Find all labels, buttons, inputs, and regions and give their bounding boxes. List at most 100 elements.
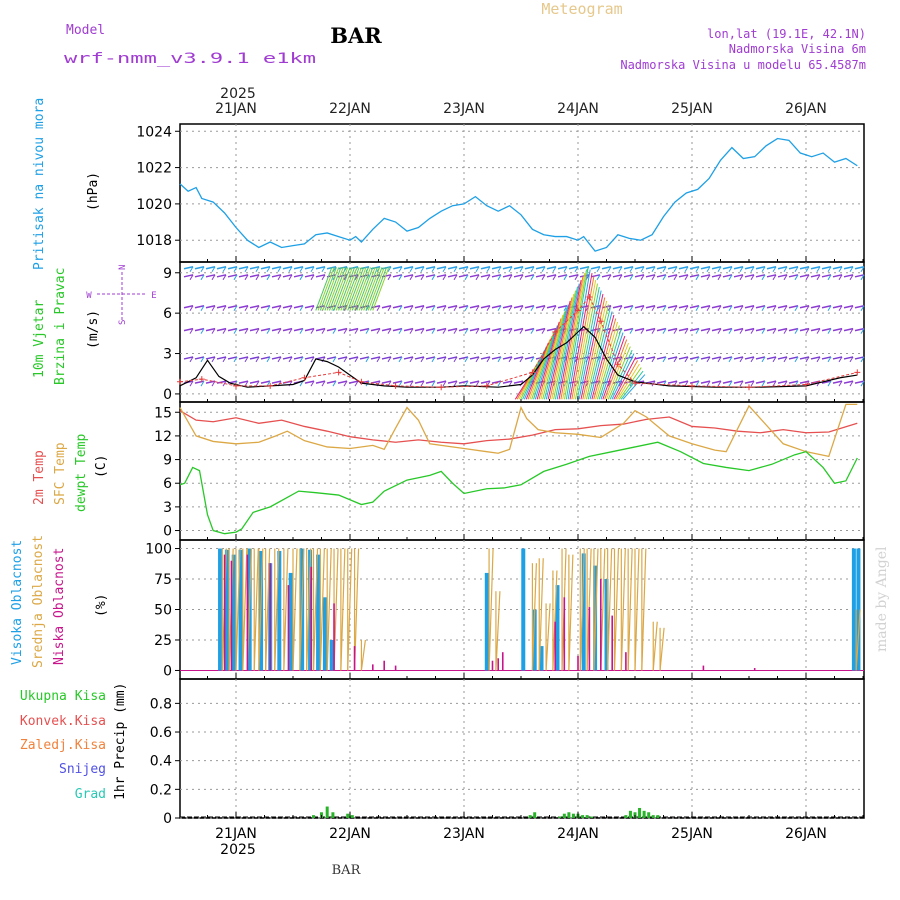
wind-barb xyxy=(370,274,381,278)
precip-unit-label: 1hr Precip (mm) xyxy=(113,683,128,800)
precip-bar xyxy=(651,815,655,818)
wind-barb-flag xyxy=(695,328,700,334)
cloud-high-bar xyxy=(539,646,544,671)
wind-barb-flag xyxy=(541,328,546,334)
precip-legend-freezing: Zaledj.Kisa xyxy=(20,738,106,753)
cloud-mid-bar xyxy=(283,548,289,671)
y-tick-label: 1022 xyxy=(136,161,172,177)
wind-barb xyxy=(733,380,744,384)
wind-barb-flag xyxy=(222,356,227,363)
cloud-low-bar xyxy=(600,579,602,671)
wind-barb-flag xyxy=(453,328,458,334)
wind-barb xyxy=(689,265,700,270)
y-tick-label: 75 xyxy=(154,572,172,588)
y-tick-label: 100 xyxy=(145,542,172,558)
cloud-mid-bar xyxy=(552,570,558,671)
wind-barb-flag xyxy=(706,356,711,363)
wind-barb xyxy=(205,380,216,384)
wind-barb-flag xyxy=(717,356,722,363)
wind-barb xyxy=(260,274,271,278)
precip-bar xyxy=(350,815,354,818)
wind-barb-strong xyxy=(617,363,640,400)
wind-barb xyxy=(183,274,194,278)
wind-barb xyxy=(315,274,326,278)
wind-barb-strong xyxy=(340,267,358,311)
cloud-high-bar xyxy=(218,548,223,671)
top-day-label-23jan: 23JAN xyxy=(443,101,485,117)
wind-barb xyxy=(766,274,777,278)
wind-barb xyxy=(667,305,678,309)
y-tick-label: 0.2 xyxy=(150,782,172,798)
wind-barb xyxy=(612,265,623,270)
wind-barb xyxy=(634,327,645,332)
wind-speed-line xyxy=(179,325,858,388)
wind-barb xyxy=(315,356,326,360)
wind-barb xyxy=(678,380,689,384)
wind-barb-flag xyxy=(673,274,678,281)
wind-gust-point xyxy=(483,382,490,389)
wind-barb xyxy=(216,265,227,270)
wind-barb-flag xyxy=(288,380,293,387)
wind-barb-flag xyxy=(849,356,854,363)
wind-barb xyxy=(590,274,601,278)
wind-barb xyxy=(326,356,337,360)
wind-barb-flag xyxy=(244,356,249,363)
cloud-mid-bar xyxy=(340,548,346,671)
wind-barb-strong xyxy=(533,328,557,400)
wind-barb xyxy=(227,274,238,278)
y-tick-label: 1018 xyxy=(136,233,172,249)
wind-barb-flag xyxy=(772,274,777,281)
wind-barb-strong xyxy=(584,300,608,400)
cloud-high-bar xyxy=(316,554,321,671)
cloud-low-bar xyxy=(287,585,290,671)
wind-barb xyxy=(205,305,216,309)
wind-barb xyxy=(469,380,480,384)
wind-barb-strong xyxy=(347,267,365,311)
wind-barb-flag xyxy=(761,274,766,281)
wind-barb xyxy=(733,356,744,360)
wind-barb xyxy=(227,356,238,360)
wind-barb xyxy=(447,356,458,360)
wind-barb-flag xyxy=(453,305,458,312)
wind-barb-strong xyxy=(329,267,346,311)
wind-barb-flag xyxy=(211,266,216,272)
wind-barb xyxy=(799,274,810,278)
wind-barb-flag xyxy=(519,266,524,272)
y-tick-label: 0 xyxy=(163,811,172,827)
cloud-low-bar xyxy=(353,646,356,671)
wind-barb-strong xyxy=(549,297,573,400)
wind-gust-point xyxy=(586,294,593,300)
wind-barb-flag xyxy=(860,305,865,312)
cloud-low-bar xyxy=(246,554,249,671)
lonlat-info: lon,lat (19.1E, 42.1N) xyxy=(707,27,866,41)
cloud-mid-bar xyxy=(568,554,574,671)
wind-barb-flag xyxy=(233,274,238,281)
wind-barb-flag xyxy=(673,356,678,363)
wind-barb-flag xyxy=(695,266,700,272)
wind-barb-flag xyxy=(772,380,777,387)
precip-bar xyxy=(585,815,589,818)
wind-barb xyxy=(271,265,282,270)
wind-barb xyxy=(535,305,546,309)
wind-barb xyxy=(502,265,513,270)
wind-barb-flag xyxy=(277,274,282,281)
wind-barb-flag xyxy=(255,266,260,272)
wind-barb xyxy=(843,327,854,332)
cloud-mid-bar xyxy=(347,548,353,671)
wind-barb-flag xyxy=(497,356,502,363)
wind-barb-flag xyxy=(200,380,205,387)
wind-barb-strong xyxy=(363,267,381,311)
wind-barb xyxy=(447,327,458,332)
wind-barb-flag xyxy=(860,328,865,334)
wind-barb xyxy=(766,305,777,309)
wind-barb-flag xyxy=(530,274,535,281)
wind-barb xyxy=(194,265,205,270)
wind-barb xyxy=(821,380,832,384)
model-altitude-info: Nadmorska Visina u modelu 65.4587m xyxy=(620,58,866,72)
wind-barb xyxy=(667,356,678,360)
wind-barb-strong xyxy=(354,267,372,311)
wind-barb-flag xyxy=(805,328,810,334)
wind-barb xyxy=(557,305,568,309)
wind-barb xyxy=(755,274,766,278)
wind-gust-point xyxy=(746,384,752,391)
